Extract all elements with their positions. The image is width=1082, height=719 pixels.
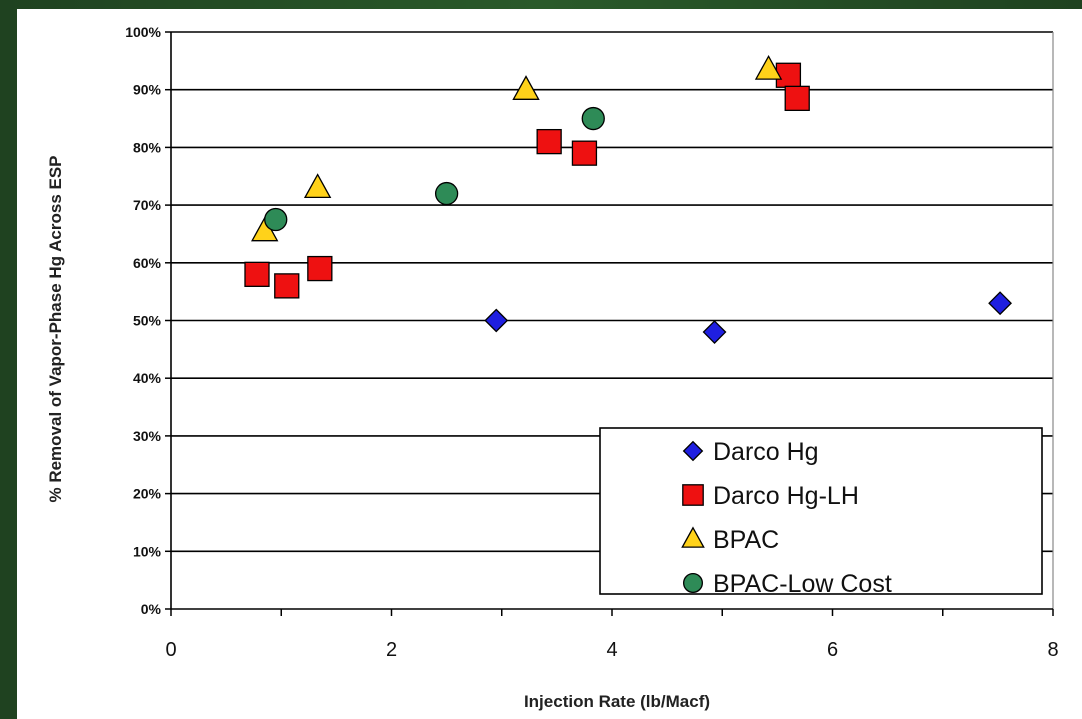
y-tick-label: 70% bbox=[133, 197, 162, 213]
y-tick-label: 40% bbox=[133, 370, 162, 386]
y-tick-label: 60% bbox=[133, 255, 162, 271]
y-tick-label: 10% bbox=[133, 543, 162, 559]
legend-entry: Darco Hg-LH bbox=[713, 482, 859, 510]
y-axis: 0% 10% 20% 30% 40% 50% 60% 70% 80% 90% 100% bbox=[125, 24, 172, 617]
legend-entry: BPAC bbox=[713, 526, 779, 554]
legend-box bbox=[599, 427, 1043, 595]
x-axis: 0 2 4 6 8 bbox=[165, 608, 1059, 661]
data-point-triangle bbox=[512, 75, 540, 100]
data-point-triangle bbox=[754, 54, 783, 80]
legend: Darco Hg Darco Hg-LH BPAC BPAC-Low Cost bbox=[599, 427, 1043, 598]
data-point-square bbox=[307, 255, 333, 282]
legend-marker-square bbox=[682, 484, 704, 506]
y-tick-label: 80% bbox=[133, 139, 162, 155]
data-point-square bbox=[571, 140, 598, 166]
y-tick-label: 0% bbox=[141, 601, 162, 617]
y-tick-label: 20% bbox=[133, 486, 162, 502]
legend-entry: BPAC-Low Cost bbox=[713, 570, 892, 598]
data-point-square bbox=[775, 62, 802, 88]
data-point-diamond bbox=[988, 291, 1012, 316]
data-point-circle bbox=[581, 106, 605, 131]
x-tick-label: 8 bbox=[1047, 639, 1058, 661]
data-point-square bbox=[274, 273, 300, 299]
data-point-triangle bbox=[303, 173, 332, 199]
x-axis-label: Injection Rate (lb/Macf) bbox=[524, 692, 710, 711]
data-points bbox=[244, 54, 1012, 344]
legend-marker-circle bbox=[683, 573, 704, 594]
y-tick-label: 30% bbox=[133, 428, 162, 444]
x-tick-label: 0 bbox=[165, 639, 176, 661]
legend-marker-triangle bbox=[681, 526, 705, 548]
x-tick-label: 2 bbox=[386, 639, 397, 661]
y-tick-label: 100% bbox=[125, 24, 161, 40]
data-point-circle bbox=[264, 207, 288, 232]
data-point-circle bbox=[434, 181, 459, 206]
y-axis-label: % Removal of Vapor-Phase Hg Across ESP bbox=[46, 155, 65, 502]
x-tick-label: 6 bbox=[827, 639, 838, 661]
x-tick-label: 4 bbox=[606, 639, 617, 661]
data-point-square bbox=[536, 128, 562, 155]
data-point-square bbox=[244, 261, 270, 287]
legend-entry: Darco Hg bbox=[713, 438, 819, 466]
legend-marker-diamond bbox=[682, 440, 704, 462]
y-tick-label: 50% bbox=[133, 313, 162, 329]
data-point-diamond bbox=[484, 308, 509, 333]
data-point-square bbox=[784, 85, 810, 112]
data-point-diamond bbox=[702, 320, 727, 344]
y-tick-label: 90% bbox=[133, 82, 162, 98]
